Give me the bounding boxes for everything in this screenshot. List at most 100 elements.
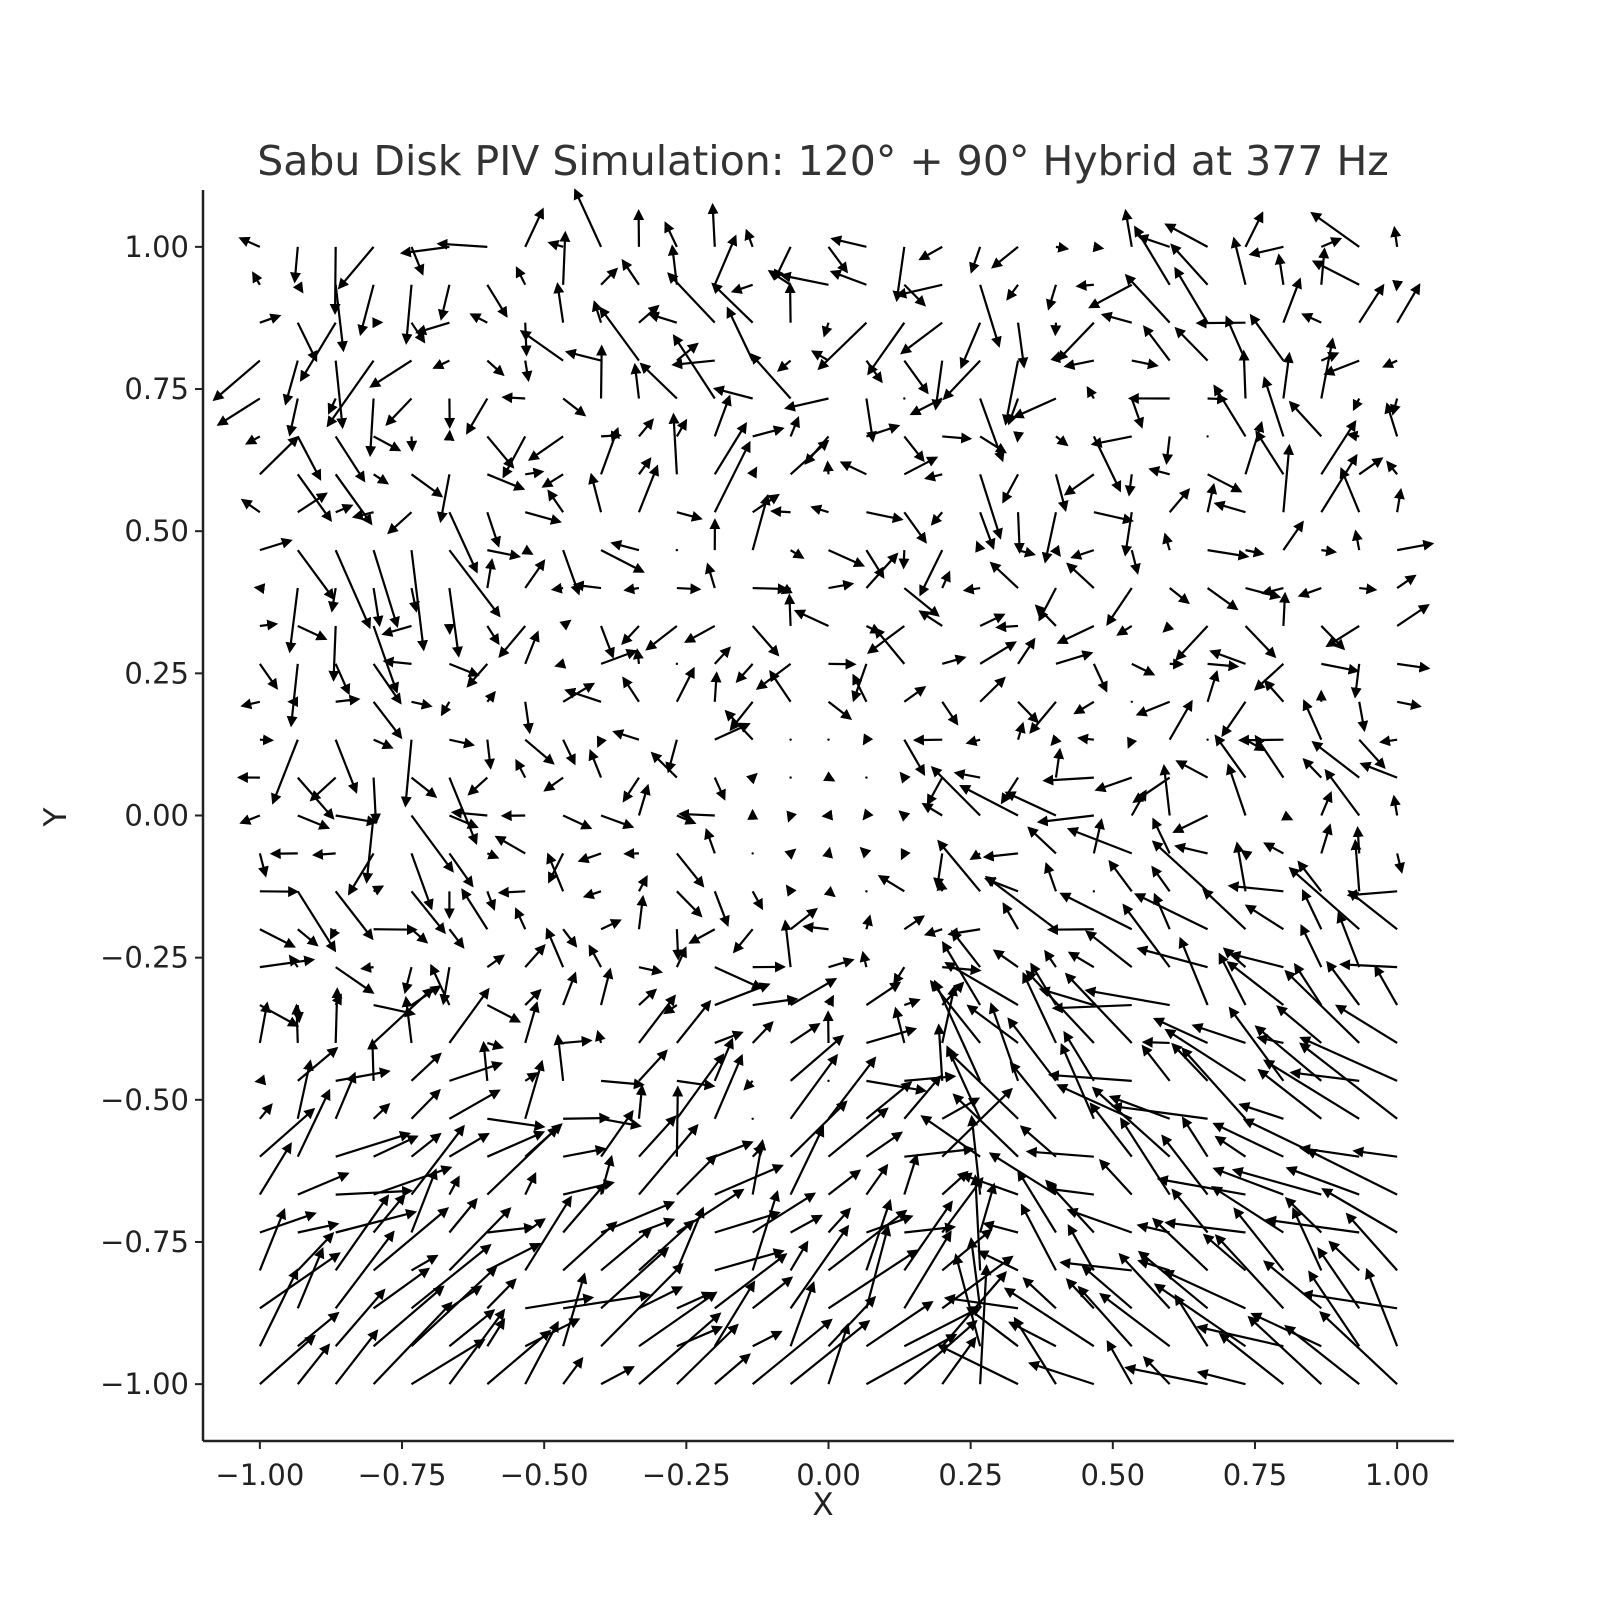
quiver-arrow	[372, 549, 400, 629]
y-tick-label: 0.00	[124, 799, 189, 833]
quiver-arrow	[240, 698, 261, 710]
quiver-arrow	[1317, 1247, 1361, 1309]
quiver-arrow	[562, 1145, 607, 1158]
quiver-arrow	[751, 1144, 765, 1158]
quiver-arrow	[296, 1059, 314, 1120]
quiver-arrow	[448, 1285, 483, 1310]
quiver-arrow	[410, 550, 428, 652]
quiver-arrow	[486, 473, 526, 491]
quiver-arrow	[1077, 1285, 1133, 1347]
quiver-arrow	[1394, 853, 1405, 874]
quiver-arrow	[329, 927, 340, 940]
quiver-arrow	[562, 928, 578, 948]
quiver-arrow	[296, 473, 333, 523]
quiver-arrow	[984, 875, 1057, 931]
quiver-arrow	[1168, 699, 1193, 741]
quiver-arrow	[1141, 1044, 1171, 1082]
quiver-arrow	[975, 540, 986, 553]
quiver-arrow	[1002, 473, 1020, 504]
quiver-arrow	[823, 886, 836, 898]
quiver-arrow	[1121, 208, 1133, 248]
quiver-arrow	[898, 810, 911, 822]
quiver-arrow	[1320, 351, 1340, 363]
quiver-arrow	[1151, 865, 1171, 892]
quiver-arrow	[903, 435, 925, 463]
quiver-arrow	[486, 1278, 517, 1310]
quiver-arrow	[638, 1219, 695, 1272]
quiver-arrow	[562, 682, 596, 703]
quiver-arrow	[877, 875, 905, 893]
quiver-arrow	[1008, 1321, 1057, 1348]
quiver-arrow	[711, 282, 754, 324]
quiver-arrow	[524, 738, 555, 765]
quiver-arrow	[410, 1254, 439, 1272]
quiver-arrow	[448, 1089, 501, 1120]
quiver-arrow	[752, 1330, 783, 1348]
quiver-arrow	[1162, 532, 1173, 551]
quiver-arrow	[410, 1132, 442, 1158]
quiver-arrow	[918, 610, 943, 627]
quiver-arrow	[1085, 930, 1133, 968]
quiver-arrow	[827, 1209, 908, 1272]
quiver-arrow	[785, 884, 797, 897]
quiver-arrow	[1171, 1042, 1209, 1082]
quiver-arrow	[252, 271, 263, 286]
quiver-arrow	[448, 511, 479, 574]
quiver-arrow	[638, 994, 677, 1044]
quiver-arrow	[827, 1056, 877, 1120]
quiver-arrow	[479, 1040, 490, 1081]
quiver-arrow	[1346, 889, 1398, 901]
quiver-arrow	[979, 613, 1006, 627]
quiver-arrow	[466, 397, 489, 435]
quiver-arrow	[548, 852, 565, 884]
quiver-arrow	[439, 966, 451, 1006]
quiver-arrow	[1067, 951, 1095, 969]
quiver-arrow	[1050, 351, 1061, 364]
quiver-arrow	[675, 662, 679, 666]
quiver-arrow	[524, 988, 542, 1006]
quiver-arrow	[448, 1197, 478, 1234]
quiver-arrow	[1092, 818, 1105, 854]
quiver-arrow	[372, 1102, 391, 1120]
quiver-arrow	[258, 853, 269, 878]
quiver-arrow	[1124, 1364, 1208, 1386]
x-tick-label: 0.75	[1223, 1458, 1288, 1492]
quiver-arrow	[671, 358, 715, 370]
quiver-arrow	[1050, 322, 1062, 337]
quiver-arrow	[1221, 701, 1247, 738]
quiver-arrow	[827, 1249, 919, 1310]
quiver-arrow	[822, 846, 833, 859]
quiver-arrow	[790, 1214, 823, 1234]
quiver-arrow	[704, 562, 716, 589]
quiver-arrow	[410, 1243, 492, 1310]
quiver-arrow	[296, 322, 318, 363]
quiver-arrow	[1056, 1083, 1133, 1120]
quiver-arrow	[827, 1169, 862, 1196]
quiver-arrow	[827, 1207, 852, 1234]
quiver-arrow	[941, 981, 965, 1006]
quiver-arrow	[921, 802, 943, 817]
quiver-arrow	[903, 1153, 920, 1195]
quiver-arrow	[334, 663, 351, 696]
quiver-arrow	[1092, 241, 1105, 253]
quiver-arrow	[596, 735, 607, 748]
quiver-arrow	[1206, 738, 1209, 741]
quiver-arrow	[714, 1353, 751, 1385]
quiver-arrow	[1064, 972, 1133, 1044]
quiver-arrow	[1171, 1188, 1209, 1234]
quiver-arrow	[851, 663, 868, 703]
quiver-arrow	[372, 701, 403, 740]
quiver-arrow	[941, 1336, 977, 1385]
quiver-arrow	[931, 360, 944, 411]
quiver-arrow	[1308, 1270, 1361, 1347]
quiver-arrow	[373, 1135, 419, 1158]
quiver-arrow	[959, 322, 982, 370]
quiver-arrow	[334, 1329, 379, 1385]
quiver-arrow	[373, 435, 402, 452]
x-tick-label: 0.50	[1081, 1458, 1146, 1492]
quiver-arrow	[1359, 761, 1398, 779]
quiver-arrow	[817, 321, 868, 371]
quiver-arrow	[498, 625, 527, 659]
quiver-arrow	[1263, 679, 1285, 703]
quiver-arrow	[410, 814, 454, 873]
